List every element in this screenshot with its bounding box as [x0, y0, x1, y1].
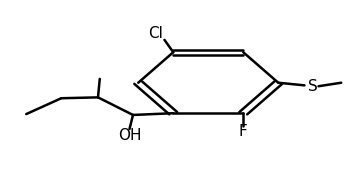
Text: OH: OH: [118, 128, 141, 143]
Text: S: S: [308, 79, 318, 94]
Text: Cl: Cl: [148, 26, 163, 41]
Text: F: F: [239, 124, 248, 139]
